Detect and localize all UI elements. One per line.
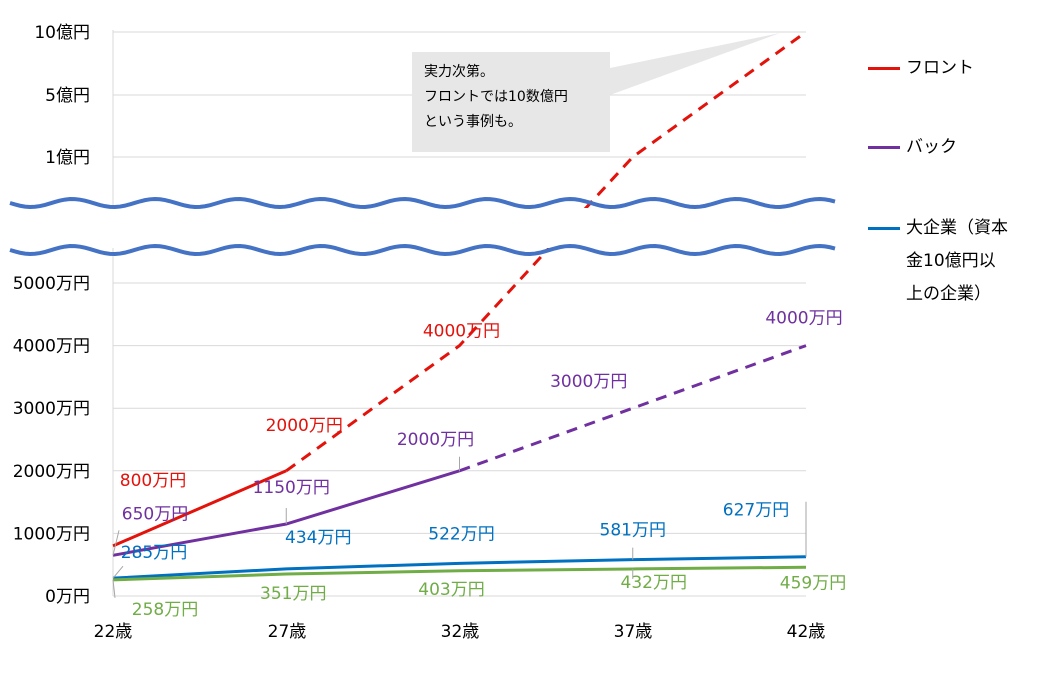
data-label: 800万円 xyxy=(120,471,186,491)
y-tick-label: 1000万円 xyxy=(13,524,90,544)
data-label: 258万円 xyxy=(132,600,198,620)
axis-break-wave xyxy=(9,196,836,210)
label-leader-lines xyxy=(112,456,807,598)
legend-label: フロント xyxy=(906,58,974,78)
legend-label: 大企業（資本 金10億円以 上の企業） xyxy=(906,218,1008,304)
series-line-projected xyxy=(285,30,807,473)
data-label: 4000万円 xyxy=(423,322,500,342)
callout-pointer xyxy=(610,33,780,95)
legend-swatch xyxy=(868,227,900,230)
y-tick-label: 5000万円 xyxy=(13,274,90,294)
data-label: 403万円 xyxy=(418,580,484,600)
data-label: 432万円 xyxy=(621,573,687,593)
series-line-solid xyxy=(112,469,287,548)
data-label: 3000万円 xyxy=(550,372,627,392)
data-label: 2000万円 xyxy=(266,416,343,436)
legend-swatch xyxy=(868,67,900,70)
data-label: 434万円 xyxy=(285,528,351,548)
x-tick-label: 32歳 xyxy=(441,622,480,642)
x-tick-label: 42歳 xyxy=(787,622,826,642)
leader-line xyxy=(112,565,124,579)
series-lines xyxy=(112,30,807,582)
data-label: 459万円 xyxy=(780,573,846,593)
y-tick-label: 1億円 xyxy=(45,148,90,168)
data-label: 581万円 xyxy=(600,521,666,541)
y-tick-label: 10億円 xyxy=(34,23,90,43)
axis-break-waves xyxy=(0,196,1041,257)
annotation-line: という事例も。 xyxy=(424,114,522,130)
data-label: 650万円 xyxy=(122,504,188,524)
x-tick-label: 37歳 xyxy=(614,622,653,642)
data-labels: 800万円 2000万円 4000万円 650万円 1150万円 2000万円 3000万円… xyxy=(120,309,846,620)
series-line-solid xyxy=(112,565,807,582)
y-tick-label: 0万円 xyxy=(45,587,90,607)
y-tick-label: 2000万円 xyxy=(13,462,90,482)
axes: 0万円 1000万円 2000万円 3000万円 4000万円 5000万円 1億円 5億円 1… xyxy=(13,23,826,642)
data-label: 1150万円 xyxy=(253,478,330,498)
data-label: 627万円 xyxy=(723,501,789,521)
axis-break-gap xyxy=(0,208,1041,248)
series-line-projected xyxy=(458,344,807,473)
data-label: 4000万円 xyxy=(765,309,842,329)
y-tick-label: 5億円 xyxy=(45,86,90,106)
x-tick-label: 27歳 xyxy=(268,622,307,642)
legend-swatch xyxy=(868,146,900,149)
data-label: 285万円 xyxy=(121,543,187,563)
leader-line xyxy=(112,579,116,598)
data-label: 2000万円 xyxy=(397,430,474,450)
y-tick-label: 4000万円 xyxy=(13,337,90,357)
x-tick-label: 22歳 xyxy=(94,622,133,642)
y-tick-label: 3000万円 xyxy=(13,399,90,419)
data-label: 522万円 xyxy=(428,524,494,544)
annotation-callout: 実力次第。 フロントでは10数億円 という事例も。 xyxy=(412,52,610,152)
annotation-line: 実力次第。 xyxy=(424,64,494,80)
annotation-line: フロントでは10数億円 xyxy=(424,89,568,105)
legend-label: バック xyxy=(906,137,957,157)
series-line-solid xyxy=(112,555,807,580)
axis-break-wave xyxy=(9,243,836,257)
data-label: 351万円 xyxy=(260,584,326,604)
leader-line xyxy=(112,530,120,556)
